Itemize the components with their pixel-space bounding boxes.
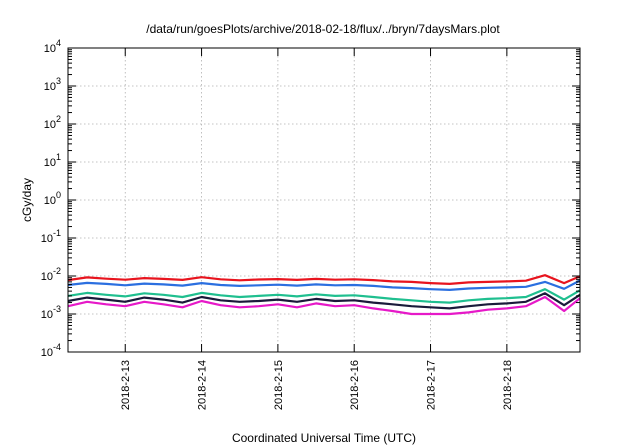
y-tick-label: 10-3 bbox=[41, 304, 61, 321]
y-tick-label: 10-4 bbox=[41, 342, 61, 359]
x-tick-label: 2018-2-14 bbox=[197, 360, 209, 410]
x-tick-label: 2018-2-15 bbox=[273, 360, 285, 410]
x-tick-label: 2018-2-17 bbox=[426, 360, 438, 410]
y-tick-label: 104 bbox=[44, 38, 61, 55]
y-tick-label: 101 bbox=[44, 152, 61, 169]
series-line-5 bbox=[67, 295, 581, 316]
y-tick-label: 100 bbox=[44, 190, 61, 207]
y-axis: 10-4 10-3 10-2 10-1 100 101 102 103 104 bbox=[41, 38, 580, 359]
y-tick-label: 10-1 bbox=[41, 228, 61, 245]
y-tick-label: 10-2 bbox=[41, 266, 61, 283]
x-tick-label: 2018-2-16 bbox=[349, 360, 361, 410]
y-tick-label: 103 bbox=[44, 76, 61, 93]
chart-title: /data/run/goesPlots/archive/2018-02-18/f… bbox=[146, 22, 500, 36]
x-axis-title: Coordinated Universal Time (UTC) bbox=[232, 431, 416, 445]
series-line-4 bbox=[67, 292, 581, 310]
series-line-3 bbox=[67, 288, 581, 304]
y-tick-label: 102 bbox=[44, 114, 61, 131]
x-tick-label: 2018-2-13 bbox=[120, 360, 132, 410]
x-tick-label: 2018-2-18 bbox=[502, 360, 514, 410]
series-layer bbox=[67, 274, 581, 316]
y-axis-title: cGy/day bbox=[20, 178, 34, 222]
series-line-1 bbox=[67, 274, 581, 285]
grid bbox=[68, 48, 580, 352]
x-axis: 2018-2-13 2018-2-14 2018-2-15 2018-2-16 2018… bbox=[120, 48, 514, 410]
series-line-2 bbox=[67, 279, 581, 291]
